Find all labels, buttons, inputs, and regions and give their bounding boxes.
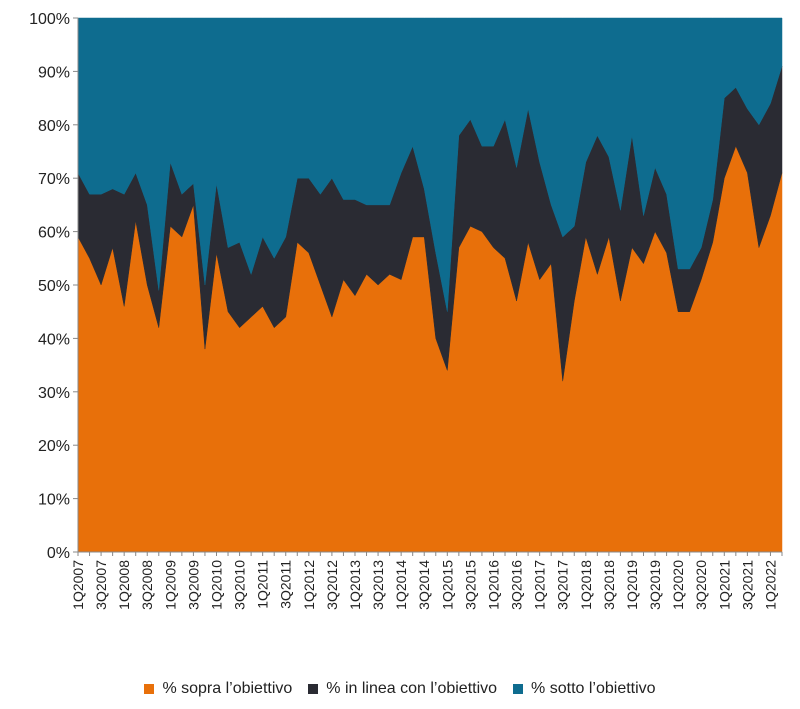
y-tick-label: 30% xyxy=(38,385,70,402)
legend-label-below: % sotto l’obiettivo xyxy=(531,680,656,697)
y-tick-label: 20% xyxy=(38,438,70,455)
y-tick-label: 100% xyxy=(29,11,70,28)
x-tick-label: 3Q2020 xyxy=(693,560,709,610)
x-tick-label: 3Q2018 xyxy=(601,560,617,610)
y-tick-label: 90% xyxy=(38,64,70,81)
x-tick-label: 1Q2008 xyxy=(116,560,132,610)
x-tick-label: 1Q2011 xyxy=(255,560,271,609)
x-tick-label: 1Q2015 xyxy=(439,560,455,610)
y-tick-label: 10% xyxy=(38,492,70,509)
x-tick-label: 3Q2007 xyxy=(93,560,109,610)
x-tick-label: 1Q2013 xyxy=(347,560,363,610)
x-tick-label: 1Q2019 xyxy=(624,560,640,610)
x-tick-label: 1Q2022 xyxy=(762,560,778,610)
x-tick-label: 1Q2007 xyxy=(70,560,86,610)
y-tick-label: 40% xyxy=(38,331,70,348)
x-tick-label: 1Q2020 xyxy=(670,560,686,610)
x-tick-label: 1Q2021 xyxy=(716,560,732,610)
area-series-group xyxy=(77,17,783,553)
x-tick-label: 3Q2009 xyxy=(185,560,201,610)
legend-item-above: % sopra l’obiettivo xyxy=(144,680,292,698)
x-tick-label: 1Q2010 xyxy=(208,560,224,610)
legend-label-above: % sopra l’obiettivo xyxy=(162,680,293,697)
y-tick-label: 70% xyxy=(38,171,70,188)
x-tick-label: 3Q2012 xyxy=(324,560,340,610)
legend-swatch-inline xyxy=(308,684,319,694)
legend-swatch-above xyxy=(144,684,155,694)
legend-item-below: % sotto l’obiettivo xyxy=(513,680,656,698)
legend-label-inline: % in linea con l’obiettivo xyxy=(326,680,498,697)
area-below-target xyxy=(77,17,783,312)
y-axis-ticks: 0% 10% 20% 30% 40% 50% 60% 70% 80% 90% 100% xyxy=(29,11,78,562)
x-tick-label: 3Q2013 xyxy=(370,560,386,610)
stacked-area-chart: 0% 10% 20% 30% 40% 50% 60% 70% 80% 90% 100% 1Q2007… xyxy=(29,11,783,610)
legend-swatch-below xyxy=(513,684,524,694)
x-tick-label: 3Q2017 xyxy=(555,560,571,610)
x-tick-label: 1Q2014 xyxy=(393,560,409,610)
x-tick-label: 3Q2016 xyxy=(509,560,525,610)
x-tick-label: 3Q2015 xyxy=(462,560,478,610)
x-tick-label: 3Q2019 xyxy=(647,560,663,610)
y-tick-label: 80% xyxy=(38,118,70,135)
x-axis-ticks: 1Q2007 3Q2007 1Q2008 3Q2008 1Q2009 3Q2009 1Q20… xyxy=(70,552,783,610)
x-tick-label: 1Q2012 xyxy=(301,560,317,610)
x-tick-label: 1Q2018 xyxy=(578,560,594,610)
x-tick-label: 3Q2011 xyxy=(278,560,294,609)
y-tick-label: 50% xyxy=(38,278,70,295)
legend-item-inline: % in linea con l’obiettivo xyxy=(308,680,497,698)
legend: % sopra l’obiettivo % in linea con l’obi… xyxy=(0,680,800,698)
x-tick-label: 3Q2014 xyxy=(416,560,432,610)
x-tick-label: 1Q2017 xyxy=(532,560,548,610)
x-tick-label: 3Q2010 xyxy=(232,560,248,610)
y-tick-label: 0% xyxy=(47,545,70,562)
x-tick-label: 1Q2009 xyxy=(162,560,178,610)
x-tick-label: 3Q2021 xyxy=(739,560,755,610)
y-tick-label: 60% xyxy=(38,225,70,242)
x-tick-label: 3Q2008 xyxy=(139,560,155,610)
x-tick-label: 1Q2016 xyxy=(485,560,501,610)
